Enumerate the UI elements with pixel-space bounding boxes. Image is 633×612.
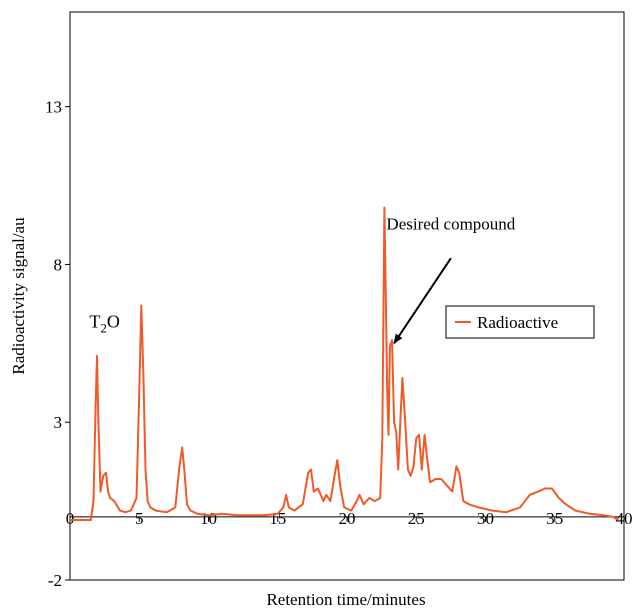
x-tick-label: 10 [200, 509, 217, 528]
y-tick-label: -2 [48, 571, 62, 590]
x-tick-label: 5 [135, 509, 144, 528]
y-tick-label: 3 [54, 413, 63, 432]
series-layer [70, 206, 619, 521]
y-tick-label: 8 [54, 255, 63, 274]
legend-label-radioactive: Radioactive [477, 313, 558, 332]
annotation-layer: T2O Desired compound [89, 215, 516, 345]
t2o-annotation-tail: O [107, 312, 120, 332]
plot-area-border [69, 11, 625, 581]
t2o-annotation-subscript: 2 [100, 321, 107, 336]
x-axis-label: Retention time/minutes [266, 590, 425, 609]
y-tick-label: 13 [45, 98, 62, 117]
t2o-annotation: T2O [89, 312, 120, 336]
x-tick-label: 30 [477, 509, 494, 528]
x-tick-label: 20 [339, 509, 356, 528]
desired-compound-arrow [393, 257, 452, 345]
plot-frame-layer [69, 11, 625, 581]
x-tick-label: 0 [66, 509, 75, 528]
x-tick-label: 25 [408, 509, 425, 528]
x-tick-label: 40 [616, 509, 633, 528]
series-line-radioactive [70, 206, 619, 521]
x-tick-label: 35 [546, 509, 563, 528]
t2o-annotation-main: T [89, 312, 100, 332]
desired-compound-annotation: Desired compound [386, 215, 515, 234]
y-axis-label: Radioactivity signal/au [9, 217, 28, 375]
ticks-layer: 0 5 10 15 20 25 30 35 40 -2 3 8 13 [45, 98, 633, 590]
x-tick-label: 15 [269, 509, 286, 528]
legend-layer: Radioactive [445, 305, 595, 339]
